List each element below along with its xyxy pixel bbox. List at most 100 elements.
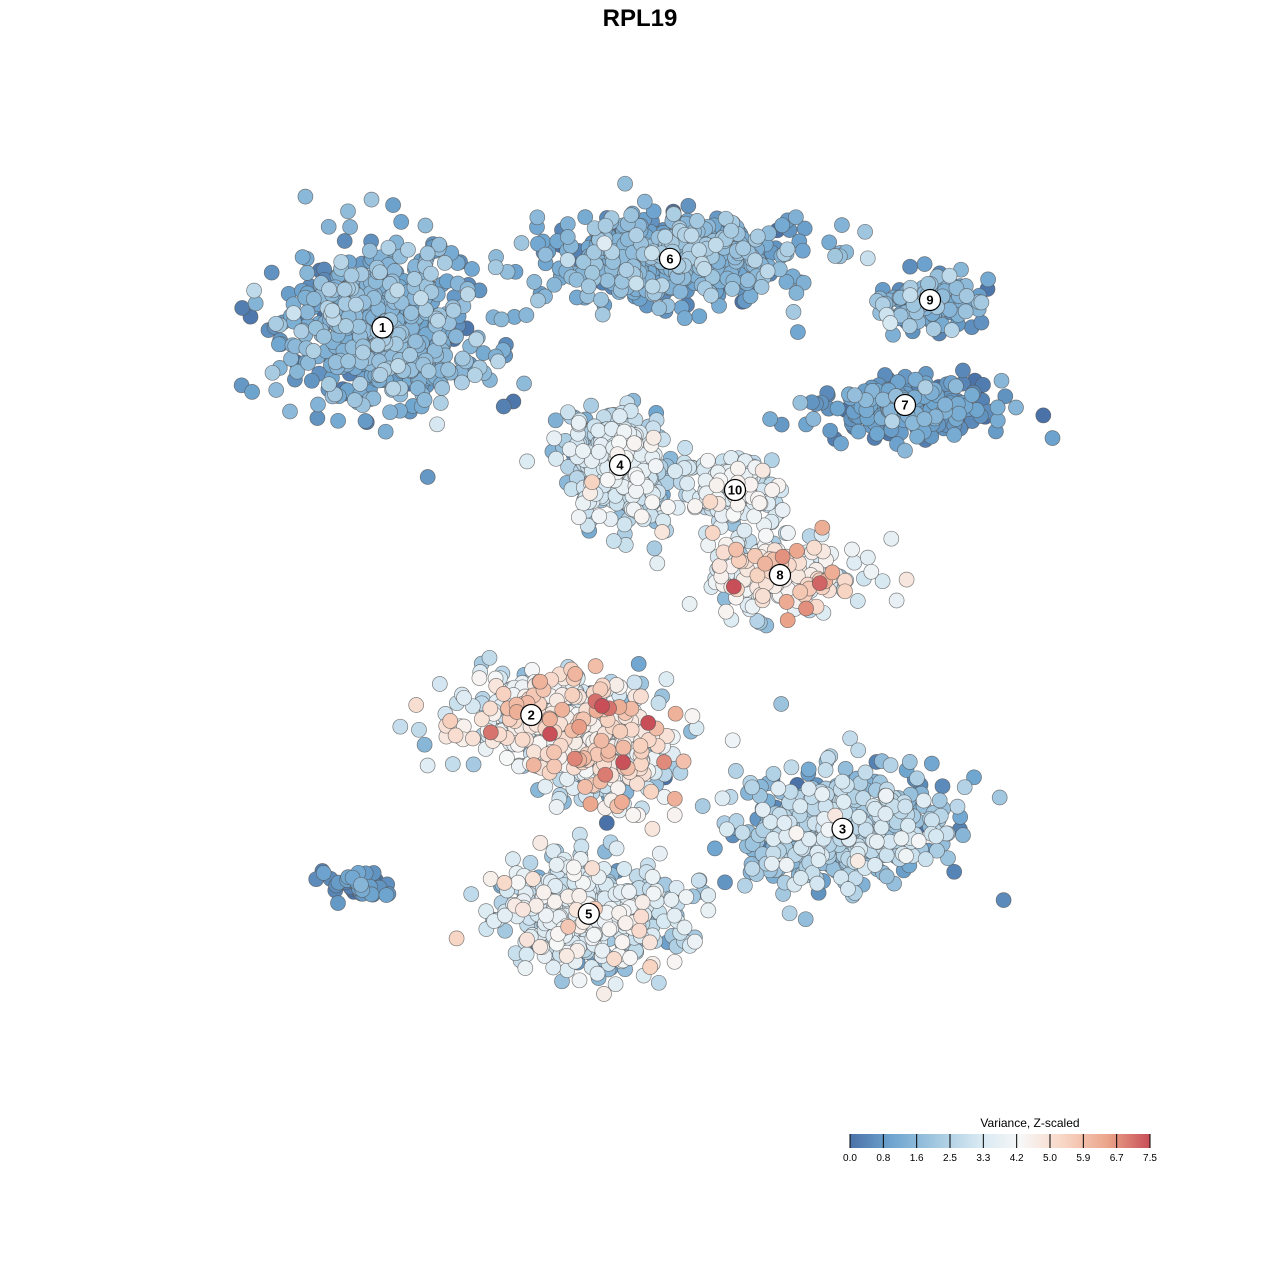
data-point: [558, 948, 575, 964]
data-point: [931, 792, 948, 809]
data-point: [530, 292, 546, 309]
data-point: [590, 422, 607, 439]
data-point: [454, 350, 471, 367]
data-point: [785, 304, 802, 320]
data-point: [546, 276, 563, 293]
cluster-label-10: 10: [723, 478, 747, 502]
data-point: [343, 267, 360, 284]
data-point: [634, 894, 651, 911]
data-point: [320, 218, 337, 235]
data-point: [910, 833, 927, 849]
data-point: [606, 951, 622, 967]
data-point: [788, 825, 805, 842]
data-point: [519, 931, 535, 948]
data-point: [622, 950, 638, 966]
data-point: [564, 687, 581, 703]
data-point: [973, 294, 990, 311]
data-point: [649, 555, 666, 572]
data-point: [997, 388, 1014, 405]
data-point: [824, 564, 841, 581]
data-point: [833, 435, 849, 452]
cluster-label-6: 6: [658, 247, 682, 270]
data-point: [333, 254, 350, 270]
data-point: [490, 353, 506, 370]
cluster-label-4: 4: [608, 453, 632, 477]
data-point: [850, 423, 867, 440]
data-point: [623, 207, 640, 223]
data-point: [917, 851, 934, 868]
data-point: [601, 921, 618, 938]
data-point: [778, 857, 795, 873]
data-point: [464, 261, 480, 277]
data-point: [797, 911, 814, 928]
data-point: [340, 353, 357, 370]
data-point: [925, 321, 942, 337]
data-point: [683, 227, 700, 244]
data-point: [765, 765, 782, 782]
data-point: [316, 328, 332, 345]
data-point: [392, 718, 409, 735]
data-point: [448, 930, 465, 947]
data-point: [442, 713, 459, 729]
data-point: [587, 658, 604, 674]
data-point: [966, 769, 982, 786]
data-point: [416, 392, 433, 408]
data-point: [268, 315, 284, 332]
data-point: [246, 282, 262, 299]
data-point: [800, 761, 817, 778]
data-point: [430, 312, 446, 329]
data-point: [849, 853, 866, 869]
data-point: [658, 671, 675, 688]
data-point: [798, 600, 814, 617]
data-point: [628, 275, 645, 292]
cluster-label-text: 6: [666, 251, 673, 266]
data-point: [234, 300, 251, 316]
data-point: [525, 871, 541, 887]
data-point: [691, 308, 708, 325]
data-point: [679, 475, 696, 492]
data-point: [518, 307, 535, 323]
data-point: [495, 686, 512, 702]
data-point: [916, 256, 933, 272]
data-point: [897, 798, 914, 815]
data-point: [436, 255, 453, 271]
data-point: [580, 278, 597, 295]
legend-tick-label: 3.3: [976, 1153, 990, 1164]
data-point: [846, 387, 863, 404]
data-point: [875, 391, 891, 408]
data-point: [632, 737, 649, 754]
cluster-label-9: 9: [918, 288, 942, 312]
data-point: [542, 711, 558, 728]
data-point: [675, 753, 692, 770]
data-point: [636, 193, 653, 210]
legend-tick-label: 0.8: [876, 1153, 890, 1164]
cluster-label-text: 4: [616, 458, 624, 473]
data-point: [616, 861, 633, 877]
data-point: [608, 840, 625, 857]
data-point: [411, 721, 427, 738]
data-point: [297, 188, 314, 205]
data-point: [654, 524, 671, 540]
cluster-label-5: 5: [577, 902, 600, 925]
data-point: [324, 302, 341, 319]
data-point: [834, 773, 851, 790]
data-point: [702, 493, 719, 510]
data-point: [393, 214, 410, 230]
data-point: [499, 750, 515, 766]
data-point: [883, 530, 900, 547]
data-point: [321, 281, 337, 298]
data-point: [949, 798, 966, 815]
data-point: [380, 239, 397, 256]
cluster-label-text: 2: [528, 708, 535, 723]
data-point: [989, 399, 1006, 416]
data-point: [788, 209, 804, 226]
data-point: [817, 762, 834, 778]
data-point: [849, 593, 866, 609]
data-point: [385, 380, 402, 397]
data-point: [800, 780, 817, 797]
data-point: [937, 396, 954, 413]
data-point: [548, 799, 565, 815]
data-point: [691, 242, 707, 259]
data-point: [694, 798, 711, 814]
data-point: [950, 405, 967, 422]
